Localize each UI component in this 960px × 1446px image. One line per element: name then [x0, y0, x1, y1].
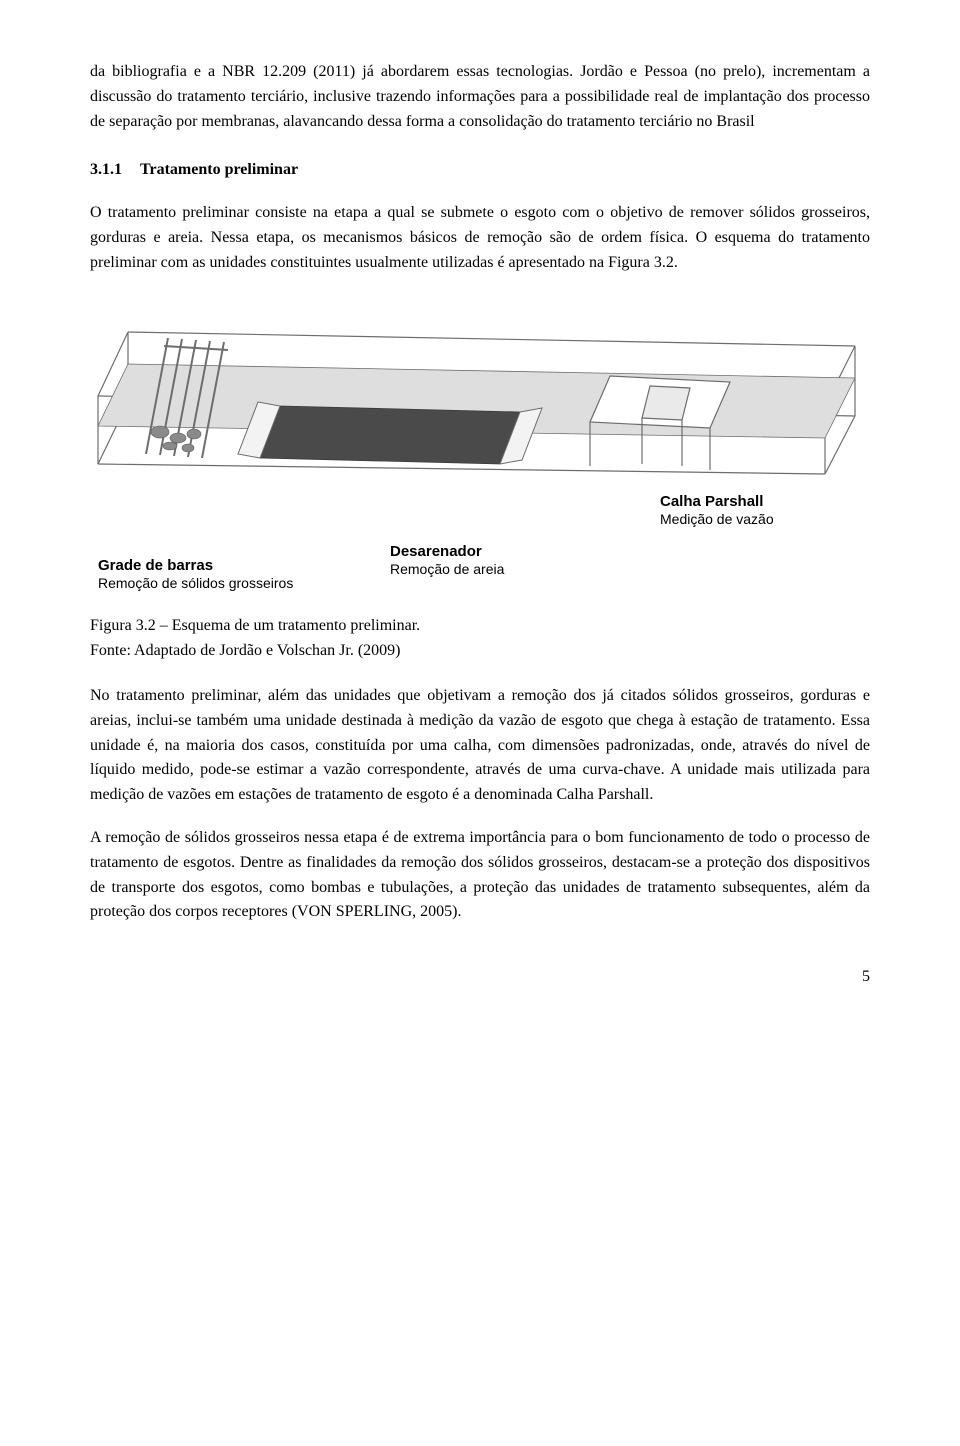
figure-caption-line2: Fonte: Adaptado de Jordão e Volschan Jr.…	[90, 639, 870, 664]
body-paragraph: No tratamento preliminar, além das unida…	[90, 684, 870, 808]
treatment-diagram: Calha Parshall Medição de vazão Desarena…	[90, 306, 870, 596]
figure-caption: Figura 3.2 – Esquema de um tratamento pr…	[90, 614, 870, 664]
section-title: Tratamento preliminar	[140, 158, 298, 183]
desarenador-label: Desarenador	[390, 543, 482, 560]
grade-barras-sublabel: Remoção de sólidos grosseiros	[98, 575, 293, 591]
figure-caption-line1: Figura 3.2 – Esquema de um tratamento pr…	[90, 614, 870, 639]
desarenador-sublabel: Remoção de areia	[390, 561, 505, 577]
body-paragraph: O tratamento preliminar consiste na etap…	[90, 201, 870, 275]
calha-parshall-label: Calha Parshall	[660, 493, 763, 510]
section-number: 3.1.1	[90, 158, 122, 183]
figure-container: Calha Parshall Medição de vazão Desarena…	[90, 306, 870, 605]
section-heading: 3.1.1 Tratamento preliminar	[90, 158, 870, 183]
body-paragraph: A remoção de sólidos grosseiros nessa et…	[90, 826, 870, 925]
grade-barras-label: Grade de barras	[98, 557, 213, 574]
page-number: 5	[90, 965, 870, 990]
calha-parshall-sublabel: Medição de vazão	[660, 511, 774, 527]
body-paragraph: da bibliografia e a NBR 12.209 (2011) já…	[90, 60, 870, 134]
